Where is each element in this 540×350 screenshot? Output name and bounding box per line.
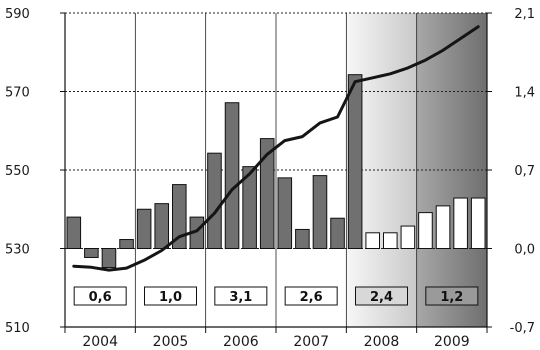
right-tick-label: 1,4 — [514, 86, 535, 101]
bar — [418, 212, 433, 250]
annual-label: 3,1 — [229, 290, 252, 305]
line-series — [72, 25, 480, 272]
bar — [136, 208, 152, 249]
annual-box — [144, 286, 197, 306]
forecast-shade-2009 — [416, 13, 487, 327]
bar — [383, 232, 398, 250]
annual-label: 2,6 — [300, 290, 323, 305]
right-tick-label: 0,0 — [514, 243, 535, 258]
annual-box — [284, 286, 338, 306]
bar — [453, 197, 468, 250]
bar — [207, 152, 222, 249]
year-label: 2008 — [364, 334, 400, 350]
right-tick-label: 2,1 — [514, 7, 535, 22]
bar — [66, 216, 82, 250]
year-label: 2006 — [223, 334, 259, 350]
left-tick-label: 530 — [5, 243, 30, 258]
annual-box — [355, 286, 408, 306]
year-label: 2004 — [82, 334, 118, 350]
bar — [224, 102, 240, 250]
annual-box — [214, 286, 268, 306]
bar — [400, 225, 416, 249]
right-tick-label: 0,7 — [514, 164, 535, 179]
bar — [154, 203, 170, 249]
bar — [259, 138, 275, 250]
bar — [295, 228, 310, 249]
bar — [172, 184, 187, 249]
bar — [312, 175, 328, 250]
annual-label: 1,2 — [440, 290, 463, 305]
bar — [330, 217, 345, 250]
bar — [277, 177, 293, 250]
bar — [347, 74, 363, 249]
left-tick-label: 570 — [5, 86, 30, 101]
bar — [84, 248, 99, 258]
bar — [470, 197, 486, 250]
annual-label: 2,4 — [370, 290, 393, 305]
right-tick-label: -0,7 — [510, 321, 535, 336]
bar — [242, 166, 257, 249]
annual-label: 0,6 — [89, 290, 112, 305]
bar — [101, 248, 117, 269]
annual-box — [73, 286, 127, 306]
annual-label: 1,0 — [159, 290, 182, 305]
year-label: 2007 — [293, 334, 329, 350]
left-tick-label: 550 — [5, 164, 30, 179]
bar — [435, 205, 451, 249]
year-label: 2009 — [434, 334, 470, 350]
bar — [119, 239, 134, 249]
bar — [365, 232, 380, 250]
left-tick-label: 590 — [5, 7, 30, 22]
annual-box — [425, 286, 479, 306]
year-label: 2005 — [153, 334, 189, 350]
left-tick-label: 510 — [5, 321, 30, 336]
